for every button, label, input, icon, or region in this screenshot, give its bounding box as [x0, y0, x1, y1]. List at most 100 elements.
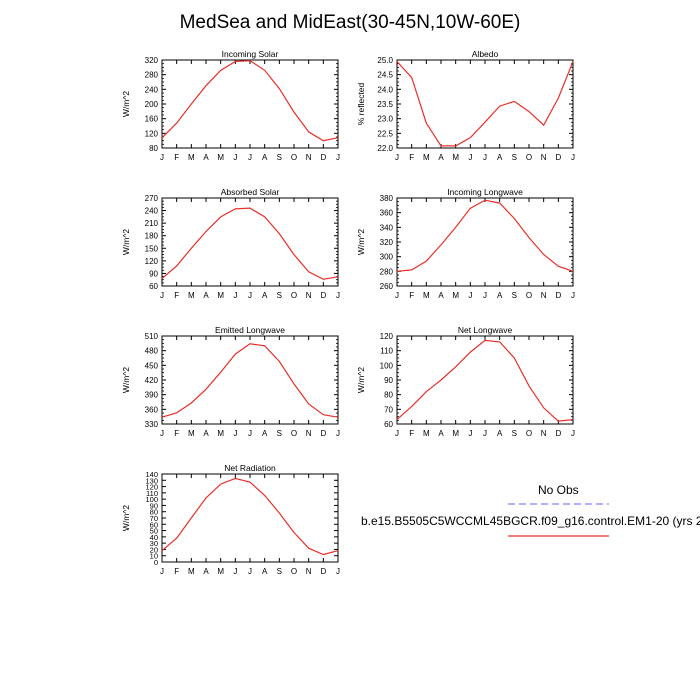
y-tick-label: 450: [145, 361, 159, 370]
x-tick-label: S: [277, 291, 282, 300]
x-tick-label: J: [248, 567, 252, 576]
y-tick-label: 240: [145, 207, 159, 216]
series-line: [161, 477, 339, 556]
y-tick-label: 60: [384, 420, 393, 429]
y-axis-label: W/m^2: [121, 229, 131, 255]
y-axis-label: W/m^2: [356, 229, 366, 255]
x-tick-label: D: [320, 567, 326, 576]
y-axis-label: % reflected: [356, 82, 366, 125]
x-tick-label: M: [217, 153, 224, 162]
x-tick-label: M: [188, 429, 195, 438]
y-tick-label: 110: [380, 347, 393, 356]
chart-panel-6: J F M A M J J A S O N D J010203040506070809010011012…: [121, 463, 340, 576]
panel-title: Net Longwave: [458, 325, 513, 335]
x-tick-label: F: [409, 291, 414, 300]
y-tick-label: 320: [380, 238, 394, 247]
y-tick-label: 22.0: [377, 144, 393, 153]
y-tick-label: 24.0: [377, 85, 393, 94]
chart-panel-1: J F M A M J J A S O N D J22.022.523.023.524.024.525.…: [356, 49, 575, 162]
y-tick-label: 260: [380, 282, 394, 291]
x-tick-label: J: [160, 153, 164, 162]
x-tick-label: J: [233, 429, 237, 438]
series-line: [396, 339, 574, 422]
y-tick-label: 70: [384, 405, 393, 414]
series-line: [396, 199, 574, 272]
legend-obs-label: No Obs: [538, 483, 579, 497]
y-tick-label: 90: [149, 269, 158, 278]
y-tick-label: 120: [145, 257, 159, 266]
y-tick-label: 60: [149, 282, 158, 291]
x-tick-label: M: [217, 429, 224, 438]
x-tick-label: F: [409, 153, 414, 162]
x-tick-label: J: [233, 153, 237, 162]
x-tick-label: J: [468, 153, 472, 162]
x-tick-label: A: [497, 153, 503, 162]
x-tick-label: A: [438, 291, 444, 300]
y-tick-label: 270: [145, 194, 159, 203]
x-tick-label: M: [217, 291, 224, 300]
y-tick-label: 140: [145, 470, 158, 479]
y-tick-label: 110: [146, 489, 158, 498]
x-tick-label: S: [512, 429, 517, 438]
y-tick-label: 10: [150, 552, 158, 561]
y-tick-label: 24.5: [377, 71, 393, 80]
series-line: [396, 61, 574, 147]
x-tick-label: J: [336, 429, 340, 438]
x-tick-label: J: [336, 291, 340, 300]
x-tick-label: J: [160, 429, 164, 438]
panel-title: Net Radiation: [224, 463, 276, 473]
x-tick-label: J: [395, 153, 399, 162]
plot-frame: [396, 197, 574, 287]
x-tick-label: F: [174, 429, 179, 438]
x-tick-label: A: [497, 291, 503, 300]
y-tick-label: 50: [150, 527, 158, 536]
x-tick-label: J: [233, 291, 237, 300]
x-tick-label: N: [306, 567, 312, 576]
x-tick-label: J: [483, 291, 487, 300]
x-tick-label: A: [497, 429, 503, 438]
y-tick-label: 120: [145, 483, 158, 492]
chart-panel-0: J F M A M J J A S O N D J80120160200240280320W/m^2In…: [121, 49, 340, 162]
y-axis-label: W/m^2: [121, 91, 131, 117]
x-tick-label: M: [423, 153, 430, 162]
y-tick-label: 320: [145, 56, 159, 65]
y-tick-label: 180: [145, 232, 159, 241]
x-tick-label: S: [512, 291, 517, 300]
y-tick-label: 60: [150, 520, 158, 529]
y-tick-label: 360: [145, 405, 159, 414]
panel-title: Absorbed Solar: [221, 187, 280, 197]
y-tick-label: 120: [145, 129, 159, 138]
x-tick-label: J: [571, 429, 575, 438]
y-tick-label: 23.0: [377, 115, 393, 124]
x-tick-label: O: [291, 429, 297, 438]
x-tick-label: N: [306, 429, 312, 438]
x-tick-label: J: [468, 429, 472, 438]
x-tick-label: N: [541, 429, 547, 438]
y-tick-label: 80: [150, 508, 158, 517]
y-tick-label: 150: [145, 244, 159, 253]
x-tick-label: M: [452, 291, 459, 300]
x-tick-label: J: [571, 153, 575, 162]
panel-title: Emitted Longwave: [215, 325, 285, 335]
chart-panel-4: J F M A M J J A S O N D J330360390420450480510W/m^2E…: [121, 325, 340, 438]
y-tick-label: 480: [145, 347, 159, 356]
series-line: [161, 60, 339, 142]
series-line: [161, 207, 339, 280]
x-tick-label: A: [262, 567, 268, 576]
y-tick-label: 120: [380, 332, 394, 341]
x-tick-label: N: [541, 291, 547, 300]
x-tick-label: J: [395, 429, 399, 438]
x-tick-label: J: [336, 153, 340, 162]
y-tick-label: 390: [145, 391, 159, 400]
y-tick-label: 380: [380, 194, 394, 203]
x-tick-label: F: [174, 153, 179, 162]
y-tick-label: 80: [384, 391, 393, 400]
chart-panel-3: J F M A M J J A S O N D J260280300320340360380W/m^2I…: [356, 187, 575, 300]
plot-frame: [396, 59, 574, 149]
x-tick-label: J: [248, 291, 252, 300]
y-tick-label: 340: [380, 223, 394, 232]
x-tick-label: A: [438, 429, 444, 438]
x-tick-label: M: [188, 567, 195, 576]
x-tick-label: O: [526, 429, 532, 438]
y-tick-label: 22.5: [377, 129, 393, 138]
